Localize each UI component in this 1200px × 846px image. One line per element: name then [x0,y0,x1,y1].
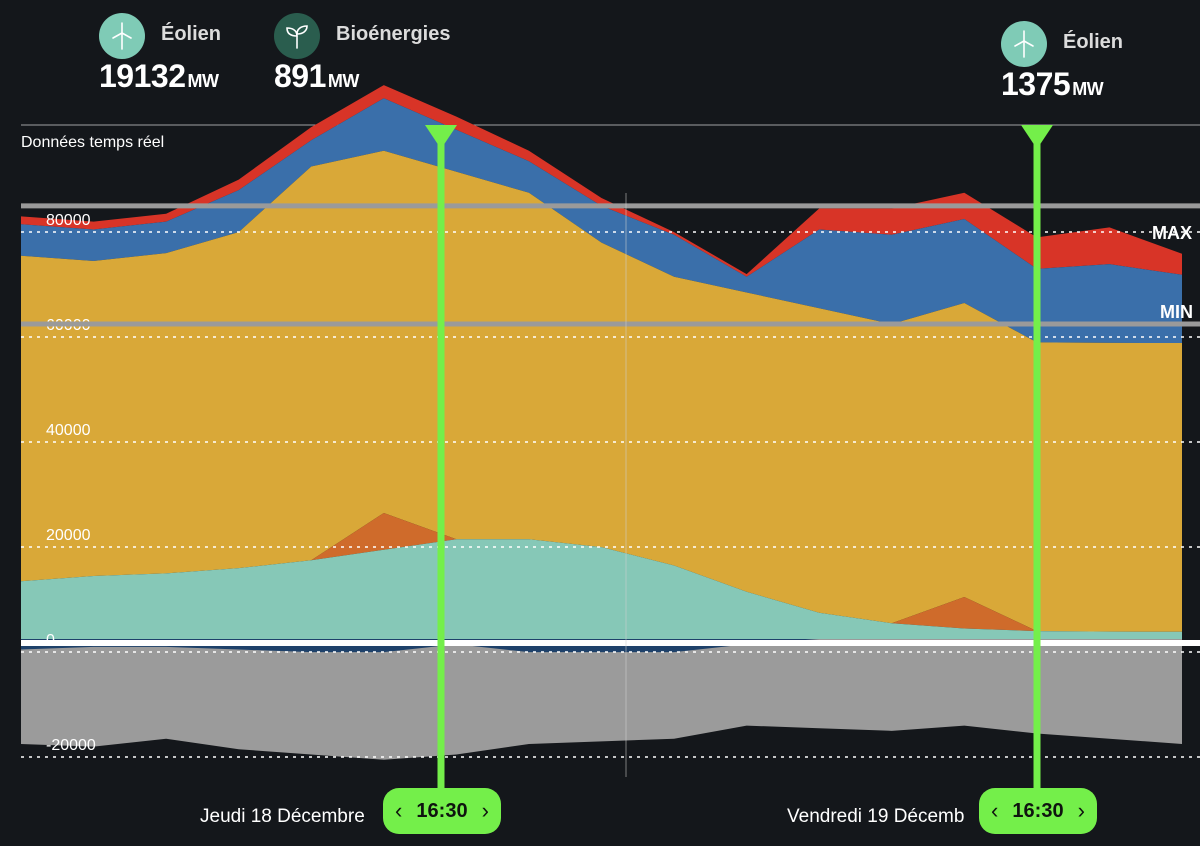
time-cursor-label: 16:30 [1012,799,1064,822]
date-label-thursday: Jeudi 18 Décembre [200,806,365,827]
y-tick-label: 40000 [46,422,91,439]
stat-value: 1375 MW [1001,66,1104,102]
date-label-friday: Vendredi 19 Décemb [787,806,965,827]
chevron-right-icon[interactable]: › [1077,798,1085,823]
time-cursor-left[interactable]: ‹ 16:30 › [383,788,501,834]
y-tick-label: 80000 [46,212,91,229]
time-cursor-handle [1021,125,1053,149]
chevron-left-icon[interactable]: ‹ [395,798,403,823]
time-cursor-right[interactable]: ‹ 16:30 › [979,788,1097,834]
wind-turbine-icon [1001,21,1047,67]
y-tick-label: 20000 [46,527,91,544]
ref-label-min: MIN [1160,302,1193,322]
y-tick-label: -20000 [46,737,96,754]
chevron-right-icon[interactable]: › [481,798,489,823]
series-echanges [21,639,1182,760]
ref-label-max: MAX [1152,223,1192,243]
stat-label: Éolien [1063,31,1124,53]
series-gaz [21,85,1182,277]
series-nucleaire [21,150,1182,632]
panel-title: Données temps réel [21,134,165,151]
series-eolien [21,539,1182,639]
stat-label: Bioénergies [336,23,451,45]
sprout-icon [274,13,320,59]
chevron-left-icon[interactable]: ‹ [991,798,999,823]
time-cursor-handle [425,125,457,149]
stat-label: Éolien [161,23,222,45]
series-hydraulique [21,98,1182,344]
stat-value: 19132 MW [99,58,219,94]
y-tick-label: 0 [46,632,55,649]
time-cursor-label: 16:30 [416,799,468,822]
stat-value: 891 MW [274,58,359,94]
wind-turbine-icon [99,13,145,59]
